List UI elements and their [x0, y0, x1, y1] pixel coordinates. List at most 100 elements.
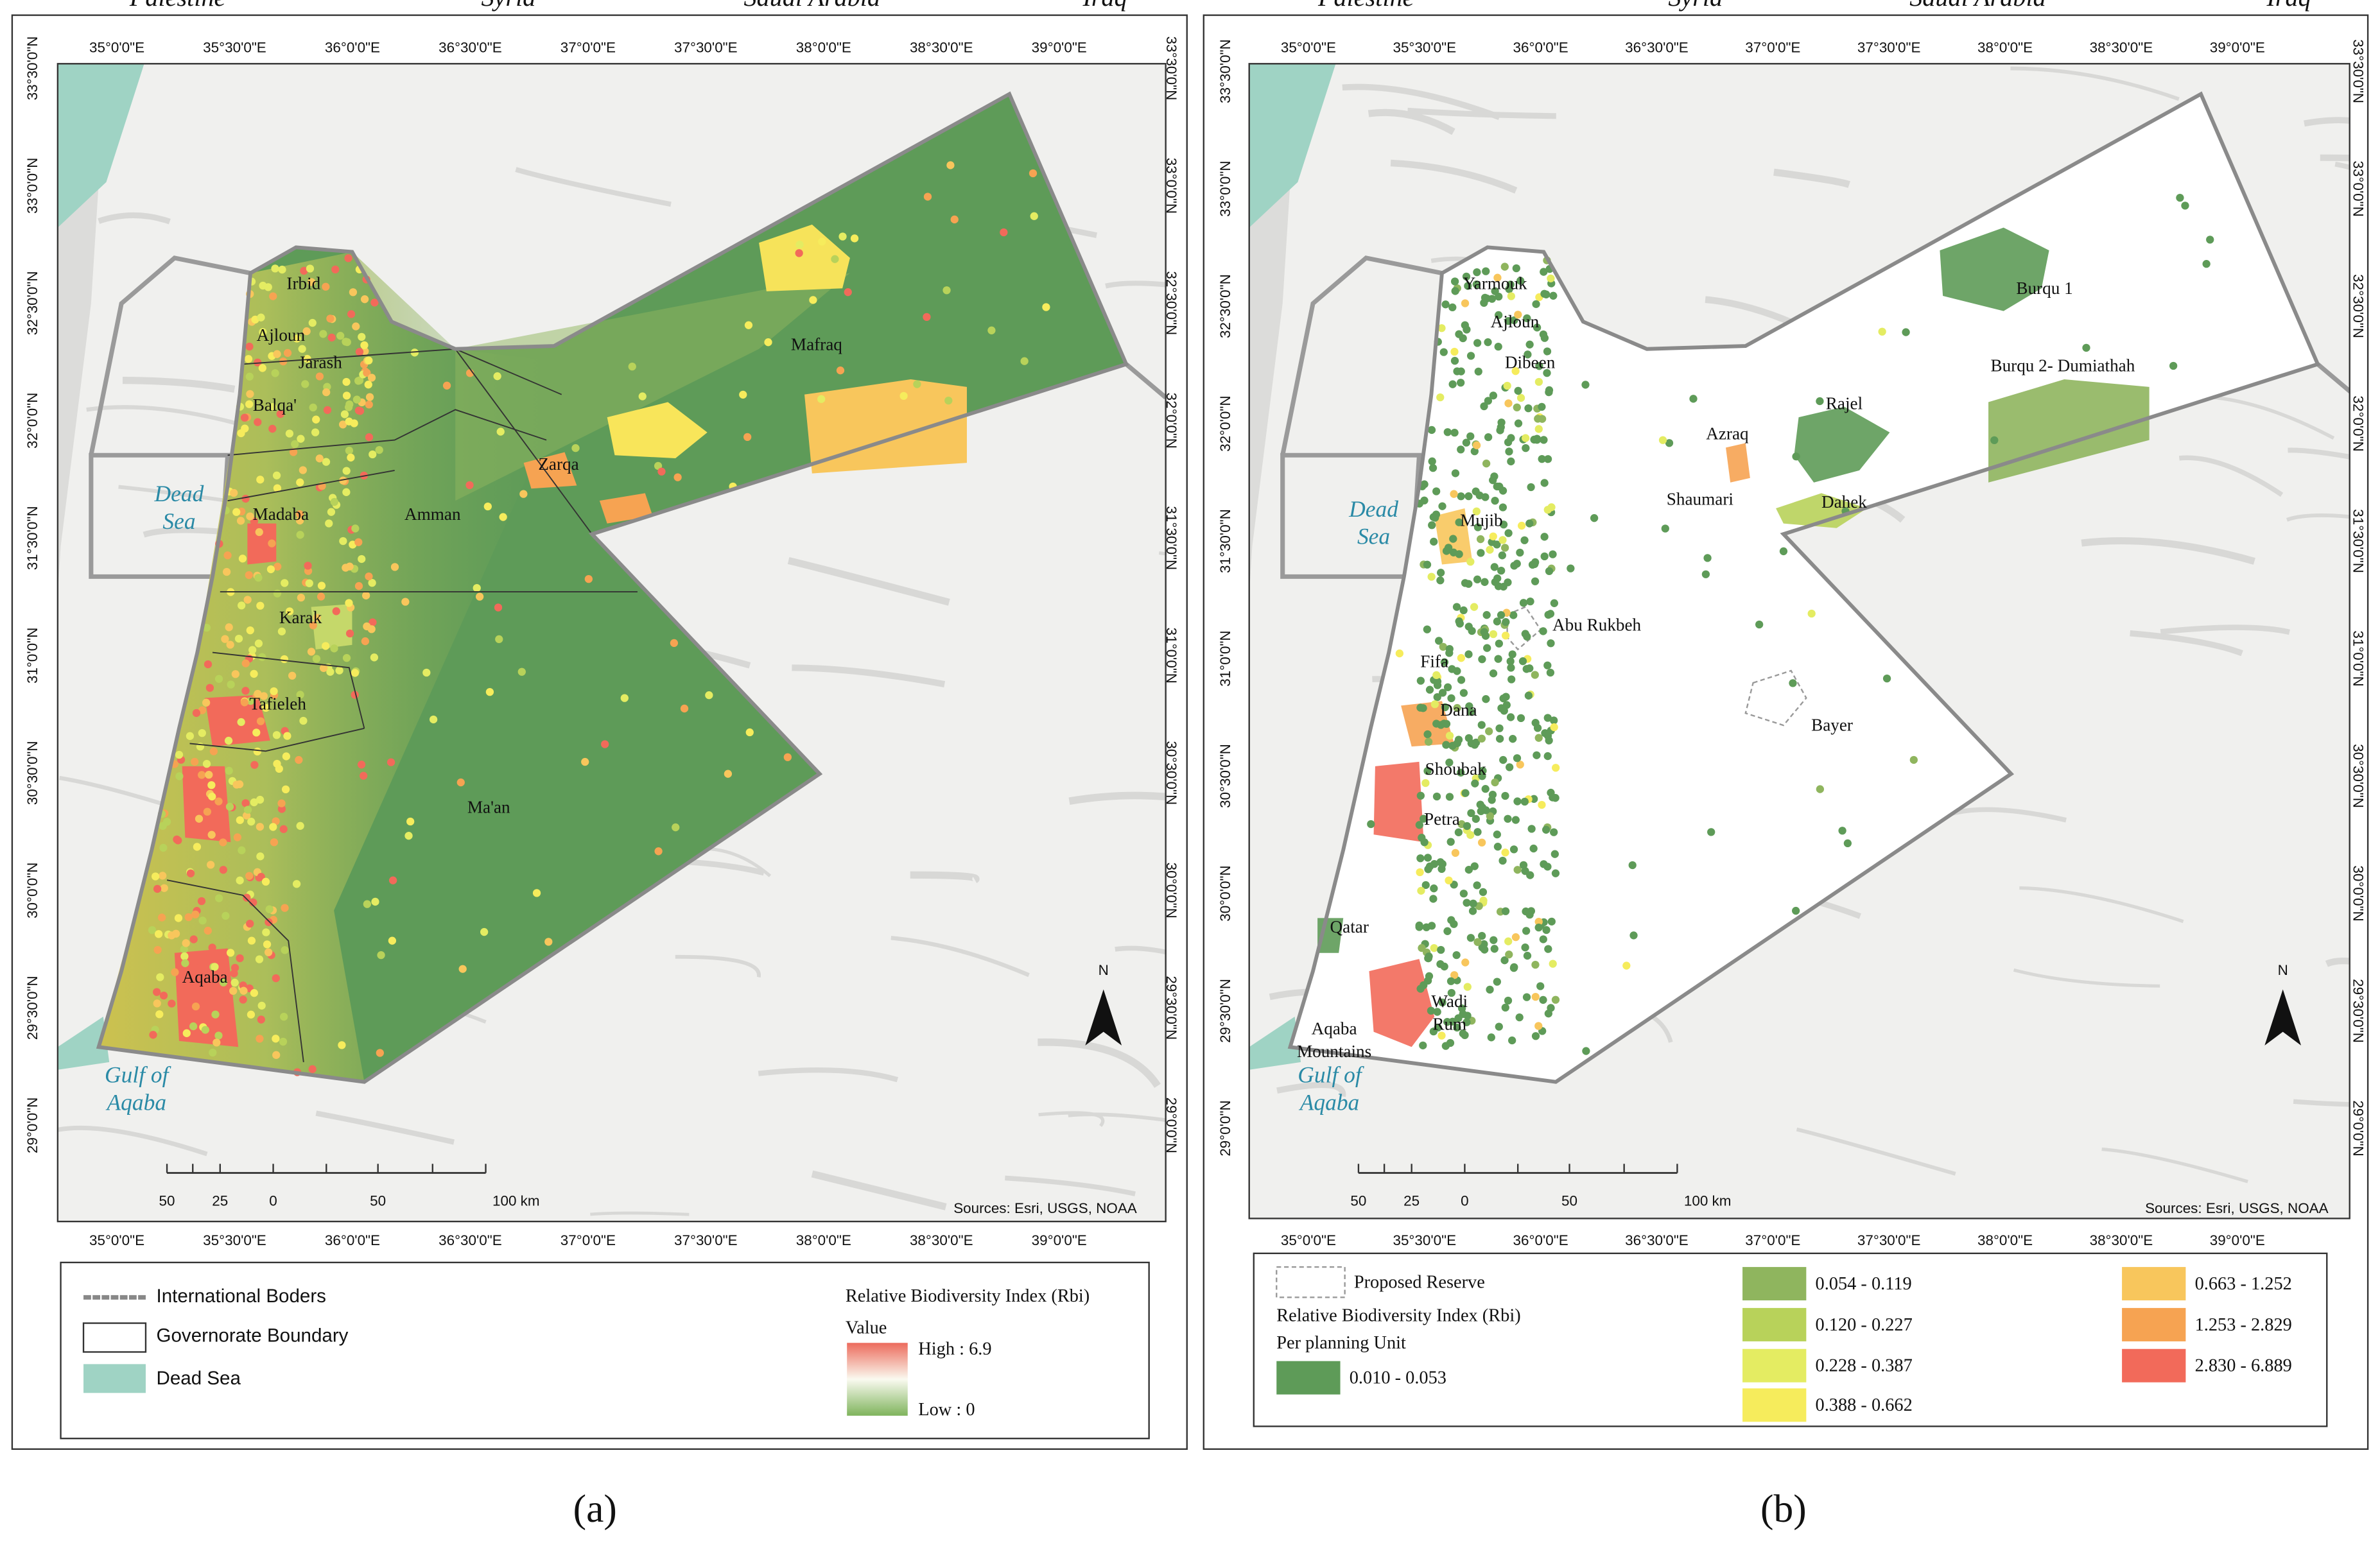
x-tick-label: 39°0'0"E [1032, 1232, 1087, 1248]
planning-unit [1470, 603, 1479, 611]
planning-unit [1581, 381, 1590, 389]
planning-unit [1990, 436, 1999, 445]
rbi-cell [243, 893, 251, 902]
rbi-cell [365, 572, 373, 581]
rbi-cell [209, 747, 218, 755]
rbi-cell [739, 390, 747, 399]
x-tick-label: 35°0'0"E [89, 1232, 144, 1248]
rbi-cell [347, 310, 356, 318]
planning-unit [2169, 361, 2178, 370]
rbi-cell [322, 458, 331, 466]
rbi-cell [168, 999, 176, 1008]
rbi-cell [254, 573, 263, 582]
y-tick-label: 29°0'0"N [24, 1098, 40, 1153]
planning-unit [1481, 578, 1489, 586]
rbi-cell [817, 395, 826, 403]
planning-unit [1490, 945, 1498, 953]
relief [1005, 1175, 1136, 1196]
rbi-cell [317, 592, 326, 601]
legend-swatch [1742, 1307, 1807, 1341]
scale-label: 25 [212, 1193, 228, 1209]
planning-unit [1531, 577, 1540, 585]
planning-unit [1438, 324, 1446, 332]
relief [2320, 154, 2350, 162]
map-label: Sea [1357, 523, 1390, 549]
rbi-cell [250, 761, 259, 769]
rbi-cell [240, 413, 249, 422]
planning-unit [1522, 443, 1530, 452]
rbi-cell [237, 718, 245, 727]
rbi-cell [342, 467, 351, 475]
planning-unit [1498, 536, 1507, 544]
rbi-cell [571, 444, 580, 452]
map-label: Aqaba [1299, 1089, 1360, 1115]
y-tick-label: 30°30'0"N [2350, 744, 2367, 808]
rbi-cell [295, 516, 304, 525]
rbi-cell [499, 513, 507, 521]
rbi-cell [264, 283, 272, 291]
planning-unit [1429, 895, 1438, 903]
planning-unit [1428, 457, 1436, 465]
planning-unit [1499, 755, 1507, 764]
rbi-cell [180, 952, 189, 961]
rbi-cell [174, 914, 183, 922]
rbi-cell [191, 910, 200, 918]
rbi-cell [302, 327, 311, 336]
rbi-cell [204, 926, 212, 935]
governorate-boundary [189, 727, 365, 752]
rbi-cell [238, 555, 247, 563]
rbi-cell [494, 603, 503, 612]
rbi-cell [205, 770, 213, 779]
rbi-cell [475, 592, 484, 601]
rbi-cell [347, 453, 355, 462]
planning-unit [1438, 998, 1446, 1007]
planning-unit [1493, 831, 1501, 839]
rbi-cell [404, 832, 413, 840]
planning-unit [1538, 454, 1546, 463]
rbi-cell [319, 664, 328, 673]
planning-unit [1482, 267, 1490, 275]
rbi-cell [157, 913, 166, 922]
rbi-cell [155, 1010, 164, 1019]
planning-unit [1456, 379, 1465, 387]
planning-unit [1442, 741, 1450, 749]
rbi-cell [724, 770, 733, 778]
planning-unit [1418, 833, 1426, 842]
rbi-cell [280, 655, 289, 664]
hotspot [247, 523, 277, 565]
rbi-cell [238, 601, 246, 610]
relief [57, 1125, 208, 1157]
planning-unit [1541, 729, 1549, 737]
legend-swatch [2122, 1348, 2186, 1382]
planning-unit [1423, 854, 1432, 862]
rbi-cell [272, 1035, 280, 1043]
relief [1038, 1111, 1105, 1128]
planning-unit [1486, 812, 1494, 820]
x-tick-label: 35°30'0"E [1393, 1232, 1456, 1248]
rbi-cell [162, 818, 171, 826]
planning-unit [1658, 436, 1667, 444]
y-tick-label: 33°0'0"N [1163, 158, 1179, 214]
planning-unit [1509, 735, 1517, 743]
planning-unit [1395, 649, 1404, 658]
rbi-cell [322, 282, 330, 291]
x-tick-label: 37°30'0"E [1857, 1232, 1921, 1248]
planning-unit [1542, 926, 1550, 934]
planning-unit [1479, 766, 1487, 775]
rbi-cell [171, 968, 179, 976]
relief [2304, 117, 2350, 127]
rbi-cell [272, 471, 281, 479]
map-label: Balqa' [253, 395, 297, 415]
rbi-cell [584, 575, 593, 583]
rbi-cell [363, 368, 371, 377]
planning-unit [1459, 334, 1467, 343]
y-tick-label: 32°30'0"N [24, 271, 40, 335]
planning-unit [1463, 325, 1471, 334]
rbi-cell [387, 758, 395, 766]
planning-unit [1463, 899, 1471, 907]
rbi-cell [354, 377, 363, 385]
legend-label: International Boders [157, 1286, 326, 1307]
planning-unit [1462, 438, 1471, 447]
hotspot [759, 224, 850, 291]
